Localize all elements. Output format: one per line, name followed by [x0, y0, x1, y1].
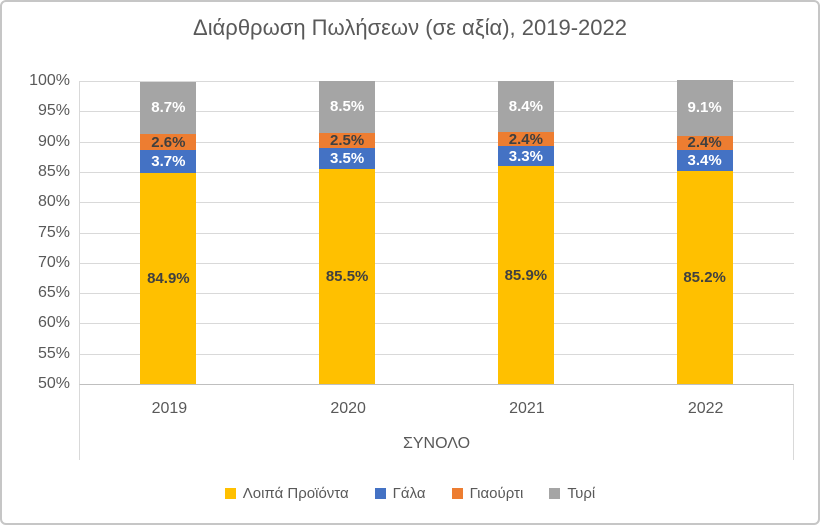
- bar-segment-yogurt-2022: 2.4%: [676, 134, 733, 152]
- x-axis: ΣΥΝΟΛΟ 2019 2020 2021 2022: [79, 384, 794, 460]
- data-label: 9.1%: [687, 99, 722, 117]
- gridline: [79, 353, 794, 355]
- y-axis-tick-label: 50%: [37, 375, 70, 392]
- bar-segment-milk-2019: 3.7%: [140, 150, 197, 173]
- y-axis-tick-label: 65%: [37, 284, 70, 302]
- bar-segment-cheese-2021: 8.4%: [497, 81, 554, 132]
- legend-item-other-products: Λοιπά Προϊόντα: [224, 485, 349, 502]
- legend-swatch-icon: [224, 488, 236, 499]
- gridline: [79, 81, 794, 82]
- data-label: 2.6%: [151, 133, 186, 151]
- x-axis-group-label: ΣΥΝΟΛΟ: [402, 435, 471, 452]
- y-axis-tick-label: 90%: [37, 132, 70, 150]
- y-axis-tick-label: 55%: [37, 344, 70, 362]
- bar-segment-cheese-2022: 9.1%: [676, 80, 733, 136]
- y-axis-tick-label: 85%: [37, 162, 70, 180]
- data-label: 8.5%: [330, 98, 365, 116]
- gridline: [79, 202, 794, 204]
- bar-segment-milk-2022: 3.4%: [676, 150, 733, 171]
- bar-2022: 85.2% 3.4% 2.4% 9.1%: [676, 80, 733, 384]
- bar-segment-yogurt-2020: 2.5%: [319, 131, 376, 149]
- data-label: 85.9%: [504, 266, 548, 284]
- data-label: 8.4%: [508, 97, 543, 115]
- legend-label: Τυρί: [567, 485, 596, 502]
- bar-segment-cheese-2020: 8.5%: [319, 81, 376, 133]
- y-axis-tick-label: 80%: [37, 193, 70, 211]
- gridline: [79, 141, 794, 143]
- plot-area: 84.9% 3.7% 2.6% 8.7% 85.5% 3.5% 2.5% 8.5% 85.9% 3…: [79, 80, 794, 384]
- bar-2020: 85.5% 3.5% 2.5% 8.5%: [319, 81, 376, 384]
- bar-segment-cheese-2019: 8.7%: [140, 81, 197, 135]
- gridline: [79, 323, 794, 325]
- legend-swatch-icon: [451, 488, 463, 499]
- data-label: 3.5%: [330, 149, 365, 167]
- y-axis-tick-label: 75%: [37, 223, 70, 241]
- data-label: 3.7%: [151, 152, 186, 170]
- bar-segment-other-products-2021: 85.9%: [497, 166, 554, 384]
- data-label: 3.4%: [687, 151, 722, 169]
- y-axis: 100% 95% 90% 85% 80% 75% 70% 65% 60% 55% 50%: [2, 73, 70, 392]
- data-label: 85.5%: [325, 267, 369, 285]
- data-label: 84.9%: [147, 269, 190, 287]
- data-label: 2.4%: [687, 134, 722, 152]
- bar-segment-yogurt-2021: 2.4%: [497, 130, 554, 148]
- data-label: 8.7%: [151, 99, 186, 117]
- data-label: 3.3%: [508, 147, 543, 165]
- bar-2021: 85.9% 3.3% 2.4% 8.4%: [497, 81, 554, 384]
- x-axis-label-2022: 2022: [687, 400, 724, 417]
- data-label: 85.2%: [683, 268, 726, 286]
- y-axis-tick-label: 70%: [37, 253, 70, 271]
- legend-label: Γάλα: [392, 485, 426, 502]
- bar-2019: 84.9% 3.7% 2.6% 8.7%: [140, 81, 197, 384]
- bar-segment-other-products-2022: 85.2%: [676, 170, 733, 384]
- legend-label: Γιαούρτι: [469, 485, 524, 502]
- data-label: 2.4%: [508, 130, 543, 148]
- bar-segment-other-products-2019: 84.9%: [140, 172, 197, 384]
- gridline: [79, 111, 794, 113]
- bar-segment-yogurt-2019: 2.6%: [140, 133, 197, 151]
- legend-item-milk: Γάλα: [374, 485, 426, 502]
- bar-segment-other-products-2020: 85.5%: [319, 168, 376, 384]
- x-axis-label-2021: 2021: [509, 400, 545, 417]
- chart-title: Διάρθρωση Πωλήσεων (σε αξία), 2019-2022: [193, 15, 627, 40]
- y-axis-tick-label: 95%: [37, 102, 70, 120]
- legend: Λοιπά Προϊόντα Γάλα Γιαούρτι Τυρί: [2, 485, 818, 502]
- bar-segment-milk-2021: 3.3%: [497, 146, 554, 167]
- legend-item-yogurt: Γιαούρτι: [451, 485, 524, 502]
- gridline: [79, 293, 794, 295]
- gridline: [79, 232, 794, 234]
- data-label: 2.5%: [330, 131, 365, 149]
- x-axis-label-2020: 2020: [330, 400, 366, 417]
- legend-label: Λοιπά Προϊόντα: [242, 485, 349, 502]
- legend-item-cheese: Τυρί: [549, 485, 595, 502]
- y-axis-tick-label: 60%: [37, 314, 70, 332]
- legend-swatch-icon: [374, 488, 386, 499]
- bar-segment-milk-2020: 3.5%: [319, 147, 376, 169]
- x-axis-label-2019: 2019: [151, 400, 188, 417]
- gridline: [79, 171, 794, 173]
- legend-swatch-icon: [549, 488, 561, 499]
- gridline: [79, 262, 794, 264]
- y-axis-tick-label: 100%: [29, 72, 70, 89]
